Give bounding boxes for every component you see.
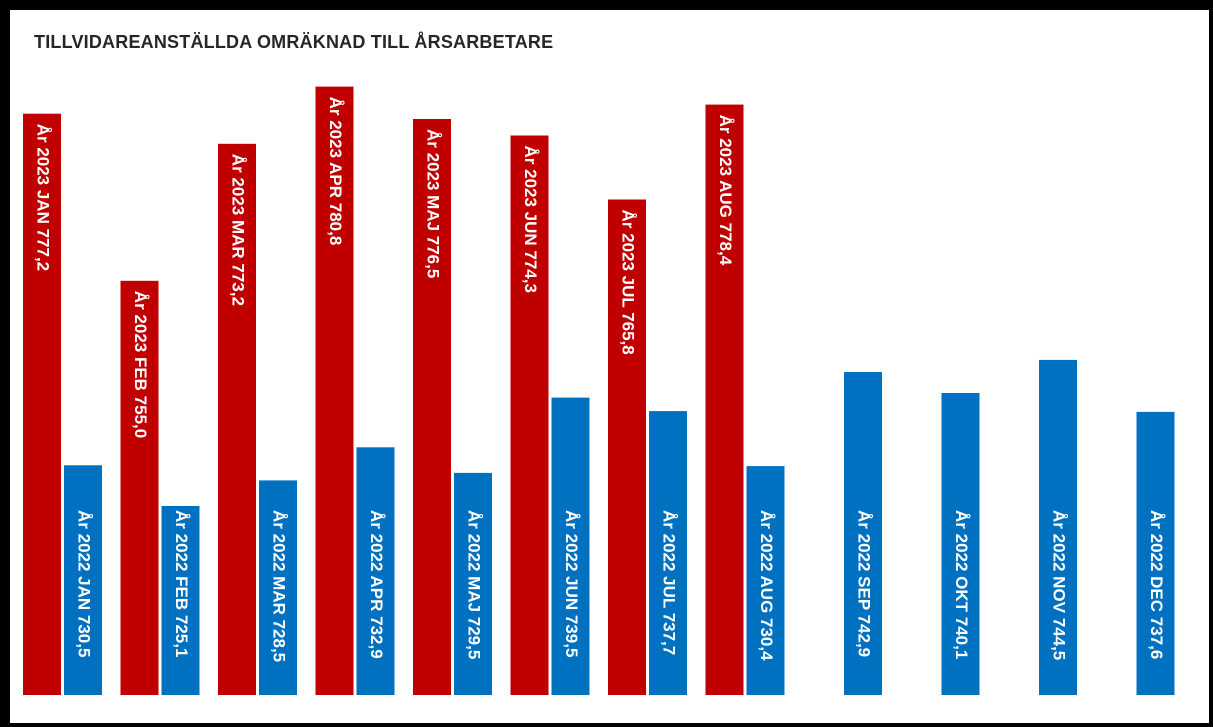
- bar-label-2022-10: År 2022 NOV 744,5: [1050, 510, 1069, 660]
- bar-label-2023-5: År 2023 JUN 774,3: [521, 146, 540, 293]
- bar-label-2023-3: År 2023 APR 780,8: [326, 97, 345, 246]
- chart-title: TILLVIDAREANSTÄLLDA OMRÄKNAD TILL ÅRSARB…: [34, 32, 554, 52]
- bar-2023-1: [120, 280, 159, 695]
- bar-label-2022-6: År 2022 JUL 737,7: [660, 510, 679, 655]
- bar-2023-5: [510, 135, 549, 695]
- bar-label-2023-1: År 2023 FEB 755,0: [131, 291, 150, 438]
- bar-2022-3: [356, 447, 395, 695]
- bar-2022-9: [941, 393, 980, 695]
- bar-label-2022-2: År 2022 MAR 728,5: [270, 510, 289, 662]
- bar-2023-2: [218, 143, 256, 696]
- bar-2023-0: [23, 113, 61, 695]
- bar-label-2022-5: År 2022 JUN 739,5: [562, 510, 581, 657]
- bar-2023-7: [705, 104, 744, 696]
- bar-2022-6: [649, 411, 687, 695]
- bar-label-2022-0: År 2022 JAN 730,5: [75, 510, 94, 657]
- bar-label-2022-8: År 2022 SEP 742,9: [855, 510, 874, 657]
- bar-label-2023-7: År 2023 AUG 778,4: [716, 115, 735, 266]
- bar-label-2022-3: År 2022 APR 732,9: [367, 510, 386, 659]
- bar-2022-8: [844, 372, 882, 695]
- bar-label-2023-4: År 2023 MAJ 776,5: [424, 129, 443, 278]
- bar-2022-10: [1039, 359, 1077, 695]
- bar-2023-3: [315, 86, 354, 696]
- bar-2023-4: [413, 119, 451, 695]
- bar-label-2022-1: År 2022 FEB 725,1: [172, 510, 191, 657]
- bar-label-2023-6: År 2023 JUL 765,8: [619, 210, 638, 355]
- bar-label-2022-9: År 2022 OKT 740,1: [952, 510, 971, 659]
- bar-label-2022-7: År 2022 AUG 730,4: [757, 510, 776, 661]
- bar-2022-2: [259, 480, 297, 695]
- bar-2022-1: [161, 506, 200, 695]
- bar-label-2023-2: År 2023 MAR 773,2: [229, 154, 248, 306]
- bar-2022-7: [746, 466, 785, 695]
- bar-2022-0: [64, 465, 102, 695]
- bar-2023-6: [608, 199, 646, 695]
- bar-label-2023-0: År 2023 JAN 777,2: [34, 124, 53, 271]
- bar-2022-4: [454, 472, 492, 695]
- bar-label-2022-11: År 2022 DEC 737,6: [1147, 510, 1166, 659]
- bar-label-2022-4: År 2022 MAJ 729,5: [465, 510, 484, 659]
- bar-2022-5: [551, 397, 590, 695]
- bar-2022-11: [1136, 411, 1175, 695]
